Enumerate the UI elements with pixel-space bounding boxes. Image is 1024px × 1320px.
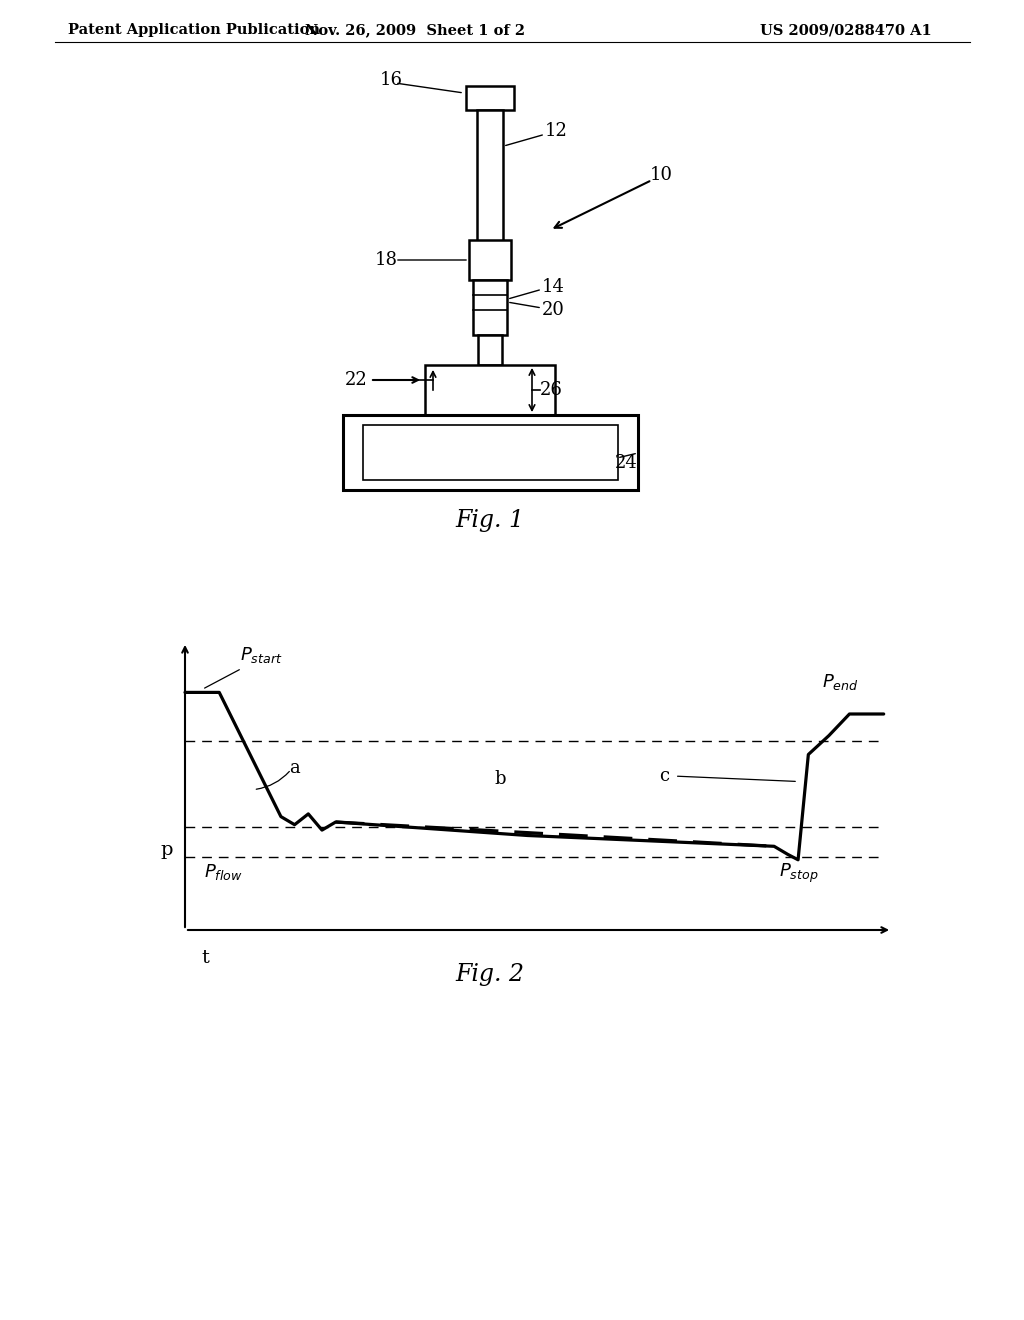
Bar <box>477 110 503 255</box>
Text: Patent Application Publication: Patent Application Publication <box>68 22 319 37</box>
Text: 16: 16 <box>380 71 403 88</box>
Text: $\mathit{P}_{end}$: $\mathit{P}_{end}$ <box>822 672 859 692</box>
Text: p: p <box>161 841 173 859</box>
Text: b: b <box>495 770 506 788</box>
Text: US 2009/0288470 A1: US 2009/0288470 A1 <box>760 22 932 37</box>
Text: $\mathit{P}_{stop}$: $\mathit{P}_{stop}$ <box>779 862 818 886</box>
Text: Fig. 1: Fig. 1 <box>456 508 524 532</box>
Bar <box>473 280 507 335</box>
Bar <box>466 86 514 110</box>
Text: Nov. 26, 2009  Sheet 1 of 2: Nov. 26, 2009 Sheet 1 of 2 <box>305 22 525 37</box>
Text: t: t <box>201 949 209 968</box>
Bar <box>343 414 638 490</box>
Text: 26: 26 <box>540 381 563 399</box>
Text: 12: 12 <box>545 123 568 140</box>
Text: 20: 20 <box>542 301 565 319</box>
Text: 14: 14 <box>542 279 565 296</box>
Text: c: c <box>659 767 670 785</box>
Bar <box>362 425 618 480</box>
Bar <box>478 335 502 366</box>
Text: $\mathit{P}_{start}$: $\mathit{P}_{start}$ <box>240 645 283 665</box>
Text: 10: 10 <box>650 166 673 183</box>
Text: $\mathit{P}_{flow}$: $\mathit{P}_{flow}$ <box>204 862 243 882</box>
Text: 22: 22 <box>345 371 368 389</box>
Text: 18: 18 <box>375 251 398 269</box>
Text: Fig. 2: Fig. 2 <box>456 964 524 986</box>
Text: a: a <box>289 759 300 777</box>
Bar <box>469 240 511 280</box>
Bar <box>425 366 555 414</box>
Text: 24: 24 <box>615 454 638 473</box>
